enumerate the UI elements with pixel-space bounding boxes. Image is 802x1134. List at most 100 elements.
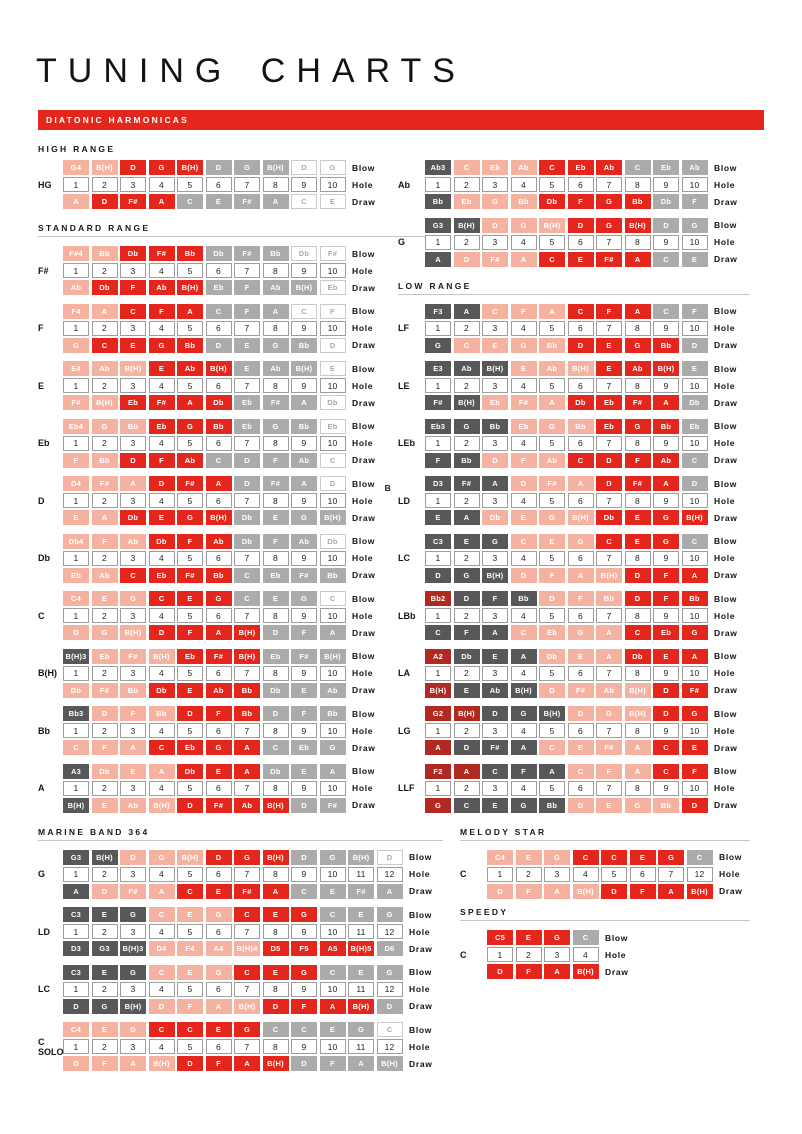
note-cell: G [291,907,317,922]
blow-row: Bb2 D F Bb D F Bb D F Bb Blow [425,591,738,606]
note-cell: E [681,740,708,755]
note-cell: Bb [91,246,118,261]
note-cell: E [91,907,118,922]
blow-row-label: Blow [409,967,433,977]
note-cell: C [567,452,594,468]
note-cell: Db [234,533,260,549]
draw-row: C F A C Eb G A C Eb G Draw [63,740,376,755]
note-cell: F# [624,476,651,491]
note-cell: Ab [681,160,708,175]
blow-row: D4 F# A D F# A D F# A D Blow B [63,476,391,493]
hole-cell: 1 [425,320,451,336]
chart-rows: C3 E G C E G C E G C E G Blow 1 2 3 4 5 6 7 8 9 10 11 12 Hole D G B(… [63,964,433,1014]
note-cell: C [205,452,232,468]
hole-cell: 10 [681,435,708,451]
hole-cell: 5 [177,177,203,192]
hole-cell: 2 [91,866,118,882]
hole-cell: 6 [205,1039,232,1054]
draw-row-label: Draw [352,512,376,523]
note-cell: Bb [205,567,232,583]
note-cell: C [572,930,599,945]
hole-cell: 6 [567,665,594,681]
hole-cell: 10 [681,234,708,250]
note-cell: Bb [148,706,175,721]
note-cell: E [653,648,679,664]
note-cell: B(H) [177,160,203,175]
note-cell: A [148,763,175,779]
note-cell: Eb [291,740,317,755]
hole-cell: 6 [567,550,594,566]
hole-cell: 9 [291,608,317,623]
hole-cell: 1 [63,177,89,192]
hole-cell: 4 [572,947,599,962]
note-cell: Eb [319,418,346,434]
note-cell: B(H) [148,797,175,813]
blow-row-label: Blow [714,306,738,316]
note-cell: F [319,1056,346,1071]
hole-cell: 9 [291,550,317,566]
note-cell: C [624,625,651,640]
draw-row: G C E G Bb D E G Bb D Draw [63,337,376,353]
note-cell: A [234,763,260,779]
blow-row: A3 Db E A Db E A Db E A Blow [63,763,376,779]
note-cell: C [120,303,146,319]
hole-cell: 2 [91,723,118,738]
hole-cell: 2 [91,608,118,623]
note-cell: E [148,510,175,525]
draw-row: Eb Ab C Eb F# Bb C Eb F# Bb Draw [63,567,376,583]
note-cell: E [567,251,594,267]
note-cell: D [91,706,118,721]
note-cell: Db [624,648,651,664]
note-cell: D4 [63,476,89,491]
note-cell: E [348,964,374,980]
hole-row-label: Hole [714,783,736,793]
note-cell: F# [177,476,203,491]
hole-row: 1 2 3 4 5 6 7 8 9 10 Hole [425,234,738,250]
harmonica-chart-llf: LLF F2 A C F A C F A C F Blow 1 2 3 4 5 6 7 8 9 10 Hole G C E G Bb D… [398,763,750,813]
blow-row-label: Blow [714,421,738,431]
note-cell: D [177,1056,203,1071]
note-cell: D4 [148,941,175,956]
note-cell: A [482,476,508,491]
hole-cell: 2 [91,177,118,192]
blow-row: E3 Ab B(H) E Ab B(H) E Ab B(H) E Blow [425,361,738,376]
harmonica-chart-lbb: LBb Bb2 D F Bb D F Bb D F Bb Blow 1 2 3 4 5 6 7 8 9 10 Hole C F A… [398,591,750,640]
note-cell: F# [234,883,260,899]
note-cell: A [681,567,708,583]
hole-cell: 8 [624,435,651,451]
blow-row-label: Blow [714,766,738,776]
note-cell: D [624,567,651,583]
draw-row-label: Draw [605,966,629,977]
hole-cell: 10 [319,608,346,623]
note-cell: F [177,625,203,640]
hole-cell: 5 [177,723,203,738]
hole-cell: 8 [262,177,289,192]
note-cell: A [291,395,317,410]
note-cell: B(H) [205,510,232,525]
hole-cell: 8 [262,493,289,508]
note-cell: F [234,303,260,319]
blow-row-label: Blow [714,708,738,719]
note-cell: B(H) [319,510,346,525]
harmonica-chart-e: E E4 Ab B(H) E Ab B(H) E Ab B(H) E Blow 1 2 3 4 5 6 7 8 9 10 H… [38,361,443,410]
note-cell: C [148,1022,175,1037]
note-cell: E [482,648,508,664]
hole-cell: 4 [572,866,599,882]
hole-cell: 5 [177,866,203,882]
note-cell: A [544,883,570,899]
harmonica-key-label: LE [398,380,410,391]
hole-cell: 6 [205,981,232,997]
draw-row-label: Draw [352,627,376,638]
note-cell: E [63,510,89,525]
note-cell: Ab [91,361,118,376]
draw-row: Db F# Bb Db E Ab Bb Db E Ab Draw [63,682,376,698]
hole-row: 1 2 3 4 5 6 7 8 9 10 Hole [425,320,738,336]
note-cell: B(H) [539,706,565,721]
hole-cell: 9 [291,263,317,278]
note-cell: F [205,706,232,721]
note-cell: F# [596,740,622,755]
hole-cell: 2 [91,550,118,566]
hole-cell: 1 [425,665,451,681]
hole-cell: 2 [515,947,542,962]
harmonica-chart-ab: Ab Ab3 C Eb Ab C Eb Ab C Eb Ab Blow 1 2 3 4 5 6 7 8 9 10 Hole B… [398,160,750,209]
